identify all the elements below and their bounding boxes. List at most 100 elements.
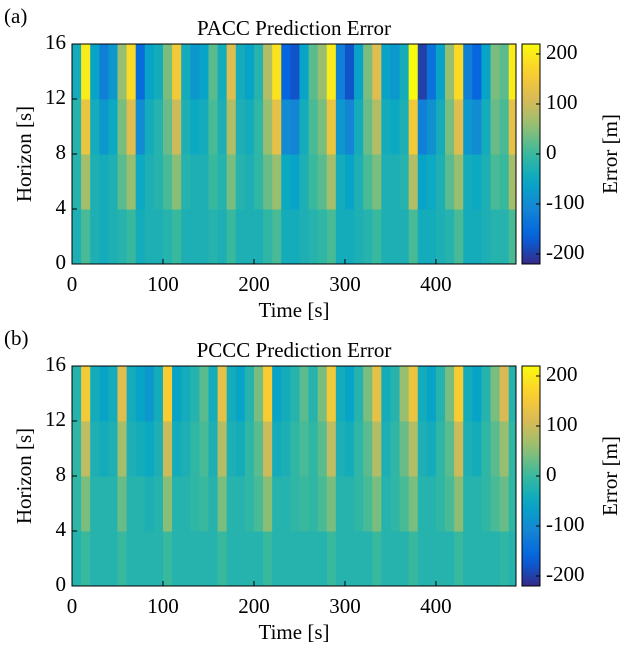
heatmap-cell [390, 209, 401, 264]
heatmap-cell [117, 476, 128, 532]
heatmap-cell [445, 366, 455, 422]
heatmap-cell [308, 366, 319, 422]
heatmap-cell [190, 44, 200, 100]
heatmap-cell [381, 476, 391, 532]
heatmap-cell [263, 421, 273, 477]
heatmap-cell [481, 366, 492, 422]
heatmap-cell [162, 476, 173, 532]
heatmap-cell [172, 531, 182, 586]
heatmap-cell [454, 44, 464, 100]
heatmap-cell [426, 209, 437, 264]
heatmap-cell [181, 209, 191, 264]
heatmap [72, 366, 516, 586]
heatmap-cell [372, 531, 382, 586]
heatmap-cell [435, 44, 446, 100]
heatmap-cell [490, 421, 501, 477]
heatmap-cell [181, 366, 191, 422]
heatmap-cell [417, 476, 428, 532]
heatmap-cell [281, 154, 291, 210]
heatmap-cell [162, 99, 173, 155]
heatmap-cell [317, 531, 328, 586]
heatmap-cell [208, 476, 219, 532]
heatmap-cell [117, 421, 128, 477]
heatmap-cell [317, 99, 328, 155]
heatmap-cell [508, 366, 516, 422]
x-tick-label: 0 [67, 272, 78, 296]
heatmap-cell [499, 531, 510, 586]
heatmap-cell [408, 99, 419, 155]
colorbar-tick-label: -100 [546, 190, 585, 214]
panel-label: (b) [4, 326, 29, 350]
heatmap-cell [426, 99, 437, 155]
heatmap-cell [172, 366, 182, 422]
heatmap-cell [217, 209, 228, 264]
heatmap-cell [344, 154, 355, 210]
heatmap-cell [281, 531, 291, 586]
heatmap-cell [81, 154, 91, 210]
heatmap-cell [253, 476, 264, 532]
y-tick-label: 4 [56, 517, 67, 541]
heatmap-cell [381, 531, 391, 586]
heatmap-cell [172, 476, 182, 532]
heatmap-cell [354, 44, 364, 100]
heatmap-cell [199, 421, 209, 477]
heatmap-cell [326, 44, 337, 100]
heatmap-cell [499, 366, 510, 422]
heatmap-cell [381, 154, 391, 210]
heatmap-cell [144, 421, 155, 477]
heatmap-cell [199, 209, 209, 264]
heatmap-cell [81, 44, 91, 100]
heatmap-cell [335, 531, 346, 586]
colorbar-tick-label: -200 [546, 240, 585, 264]
heatmap-cell [508, 421, 516, 477]
heatmap-cell [472, 99, 482, 155]
heatmap-cell [199, 531, 209, 586]
heatmap-cell [417, 366, 428, 422]
heatmap-cell [463, 44, 473, 100]
heatmap-cell [326, 209, 337, 264]
heatmap-cell [126, 44, 137, 100]
heatmap-cell [81, 531, 91, 586]
heatmap-cell [435, 531, 446, 586]
heatmap-cell [281, 476, 291, 532]
heatmap-cell [172, 99, 182, 155]
heatmap-cell [81, 366, 91, 422]
heatmap-cell [108, 209, 118, 264]
heatmap-cell [244, 366, 255, 422]
heatmap-cell [244, 154, 255, 210]
x-tick-label: 100 [147, 272, 179, 296]
heatmap-cell [299, 366, 310, 422]
y-tick-label: 0 [56, 572, 67, 596]
heatmap-cell [172, 154, 182, 210]
heatmap-cell [454, 209, 464, 264]
heatmap-cell [281, 366, 291, 422]
heatmap-cell [399, 366, 410, 422]
heatmap-cell [299, 421, 310, 477]
heatmap-cell [435, 154, 446, 210]
colorbar-tick-label: 200 [546, 362, 578, 386]
heatmap-cell [399, 99, 410, 155]
heatmap-cell [108, 44, 118, 100]
heatmap-cell [472, 154, 482, 210]
heatmap-cell [117, 366, 128, 422]
heatmap-cell [408, 44, 419, 100]
heatmap-cell [235, 44, 246, 100]
heatmap-cell [117, 209, 128, 264]
heatmap-cell [263, 531, 273, 586]
heatmap-cell [290, 44, 300, 100]
heatmap-cell [445, 209, 455, 264]
colorbar-tick-label: 0 [546, 462, 557, 486]
heatmap-cell [72, 421, 82, 477]
heatmap-cell [244, 99, 255, 155]
heatmap-cell [244, 531, 255, 586]
colorbar-label: Error [m] [598, 436, 622, 516]
heatmap-cell [126, 476, 137, 532]
heatmap-cell [217, 476, 228, 532]
heatmap-cell [253, 44, 264, 100]
heatmap-cell [499, 154, 510, 210]
heatmap-cell [253, 366, 264, 422]
heatmap-cell [381, 44, 391, 100]
heatmap-cell [72, 209, 82, 264]
heatmap-cell [335, 99, 346, 155]
heatmap-cell [454, 154, 464, 210]
